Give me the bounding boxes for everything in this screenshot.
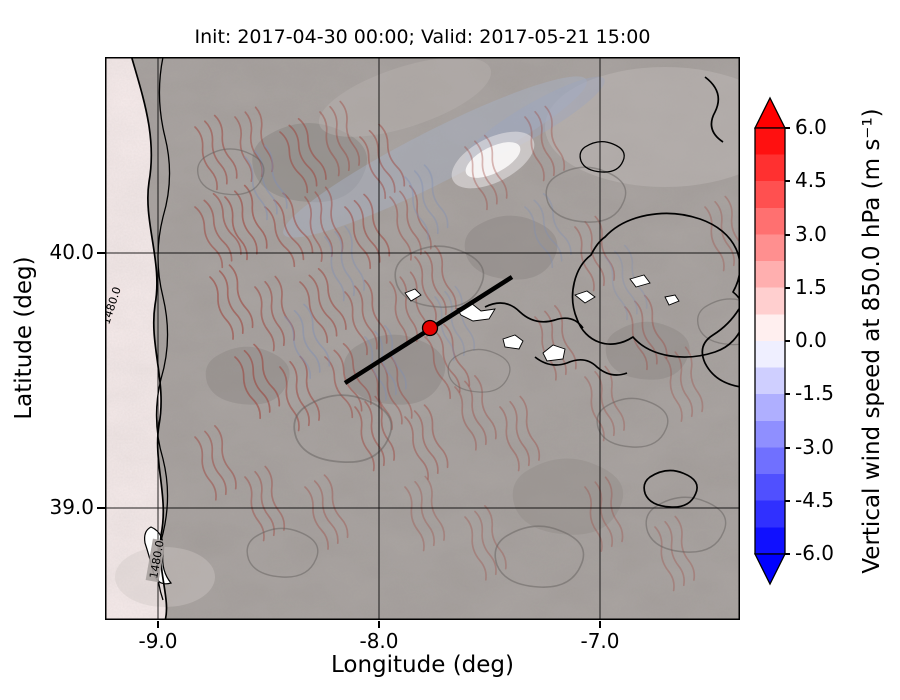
colorbar-tick-label: 6.0: [795, 115, 827, 139]
x-tick-mark: [378, 621, 380, 628]
x-axis-label: Longitude (deg): [330, 652, 514, 678]
y-tick-mark: [97, 252, 105, 254]
colorbar-arrow-down: [753, 553, 787, 586]
coastline: [130, 57, 168, 620]
y-tick-label: 39.0: [49, 495, 94, 519]
colorbar-gradient: [754, 127, 786, 555]
x-tick-label: -7.0: [580, 629, 620, 653]
x-tick-mark: [157, 621, 159, 628]
colorbar-tick-label: -4.5: [795, 488, 835, 512]
colorbar-tick-mark: [785, 234, 790, 236]
colorbar-tick-label: 1.5: [795, 275, 827, 299]
plot-border: [105, 57, 740, 620]
colorbar-tick-mark: [785, 180, 790, 182]
colorbar-tick-mark: [785, 127, 790, 129]
colorbar-tick-mark: [785, 447, 790, 449]
colorbar-tick-mark: [785, 340, 790, 342]
colorbar-tick-label: 0.0: [795, 328, 827, 352]
colorbar-tick-label: -3.0: [795, 435, 835, 459]
colorbar-tick-label: -6.0: [795, 541, 835, 565]
terrain-texture: [115, 57, 740, 620]
map-plot: 1480.0 1480.0: [105, 57, 740, 620]
colorbar-tick-label: 3.0: [795, 222, 827, 246]
y-tick-mark: [97, 507, 105, 509]
colorbar-tick-mark: [785, 553, 790, 555]
colorbar-arrow-up: [753, 96, 787, 129]
plot-title: Init: 2017-04-30 00:00; Valid: 2017-05-2…: [194, 26, 651, 48]
x-tick-label: -9.0: [138, 629, 178, 653]
y-axis-label: Latitude (deg): [11, 256, 37, 420]
colorbar-tick-mark: [785, 500, 790, 502]
y-tick-label: 40.0: [49, 240, 94, 264]
grid-lines: [105, 57, 740, 620]
colorbar-tick-mark: [785, 287, 790, 289]
location-marker: [421, 319, 439, 337]
x-tick-label: -8.0: [359, 629, 399, 653]
colorbar-tick-label: -1.5: [795, 381, 835, 405]
colorbar-label: Vertical wind speed at 850.0 hPa (m s⁻¹): [859, 108, 885, 574]
geopotential-contour: [155, 57, 171, 601]
colorbar-tick-mark: [785, 393, 790, 395]
x-tick-mark: [599, 621, 601, 628]
border-contours: [484, 76, 740, 508]
colorbar-tick-label: 4.5: [795, 168, 827, 192]
colorbar: [753, 96, 787, 586]
